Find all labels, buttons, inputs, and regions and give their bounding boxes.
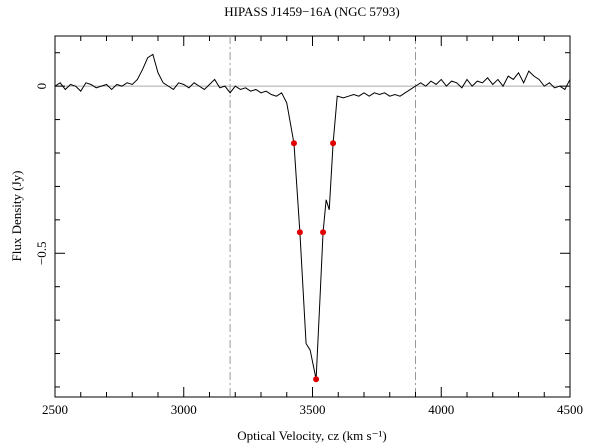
x-tick-label: 2500 <box>42 402 68 417</box>
y-tick-label: 0 <box>34 83 49 90</box>
y-axis-label: Flux Density (Jy) <box>9 171 24 262</box>
x-tick-label: 3500 <box>300 402 326 417</box>
x-tick-label: 4500 <box>557 402 583 417</box>
spectrum-line <box>54 53 571 380</box>
data-point <box>313 376 320 383</box>
x-tick-label: 3000 <box>171 402 197 417</box>
x-axis-label: Optical Velocity, cz (km s⁻¹) <box>237 428 386 443</box>
chart-title: HIPASS J1459−16A (NGC 5793) <box>224 4 400 19</box>
data-point <box>330 140 337 147</box>
data-point <box>320 229 327 236</box>
y-tick-label: −0.5 <box>34 241 49 265</box>
x-tick-label: 4000 <box>428 402 454 417</box>
plot-frame <box>54 35 571 398</box>
data-point <box>296 229 303 236</box>
data-point <box>290 140 297 147</box>
